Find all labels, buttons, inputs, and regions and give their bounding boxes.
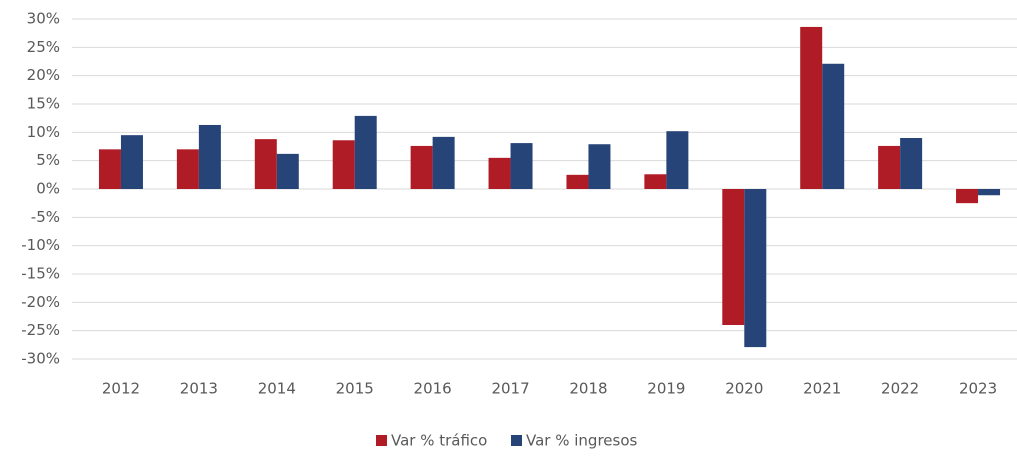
bar bbox=[332, 140, 355, 189]
bar bbox=[510, 143, 533, 189]
y-tick-label: -10% bbox=[21, 236, 60, 254]
y-tick-label: -15% bbox=[21, 265, 60, 283]
x-tick-label: 2021 bbox=[803, 380, 841, 398]
y-tick-label: -5% bbox=[31, 208, 60, 226]
y-tick-label: 15% bbox=[27, 95, 60, 113]
bar bbox=[956, 189, 979, 204]
bar bbox=[978, 189, 1001, 196]
bar bbox=[354, 115, 377, 189]
y-tick-label: -20% bbox=[21, 293, 60, 311]
y-tick-label: 10% bbox=[27, 123, 60, 141]
bar bbox=[566, 174, 589, 189]
bar bbox=[254, 139, 277, 189]
bar bbox=[276, 153, 299, 189]
x-tick-label: 2012 bbox=[102, 380, 140, 398]
bar bbox=[120, 135, 143, 189]
bar bbox=[432, 136, 455, 189]
legend-swatch bbox=[376, 435, 387, 446]
bar bbox=[900, 138, 923, 189]
bar bbox=[800, 26, 823, 189]
bar bbox=[878, 145, 901, 189]
bar bbox=[722, 189, 745, 325]
bar bbox=[588, 144, 611, 189]
x-tick-label: 2018 bbox=[569, 380, 607, 398]
y-tick-label: -25% bbox=[21, 321, 60, 339]
y-tick-label: 25% bbox=[27, 38, 60, 56]
bar bbox=[176, 149, 199, 189]
y-tick-label: 20% bbox=[27, 66, 60, 84]
bar bbox=[666, 131, 689, 189]
bar bbox=[488, 157, 511, 189]
legend-label: Var % tráfico bbox=[391, 432, 487, 450]
bar bbox=[744, 189, 767, 348]
x-tick-label: 2013 bbox=[180, 380, 218, 398]
bar bbox=[198, 124, 221, 189]
x-tick-label: 2023 bbox=[959, 380, 997, 398]
legend-swatch bbox=[511, 435, 522, 446]
legend-label: Var % ingresos bbox=[526, 432, 637, 450]
bar bbox=[410, 145, 433, 189]
bar bbox=[822, 63, 845, 190]
x-tick-label: 2017 bbox=[491, 380, 529, 398]
bar bbox=[644, 174, 667, 189]
y-tick-label: 0% bbox=[36, 180, 60, 198]
x-tick-label: 2015 bbox=[336, 380, 374, 398]
y-tick-label: 30% bbox=[27, 10, 60, 28]
x-tick-label: 2014 bbox=[258, 380, 296, 398]
bar bbox=[98, 149, 121, 189]
x-tick-label: 2019 bbox=[647, 380, 685, 398]
x-tick-label: 2022 bbox=[881, 380, 919, 398]
x-tick-label: 2020 bbox=[725, 380, 763, 398]
y-tick-label: 5% bbox=[36, 151, 60, 169]
x-tick-label: 2016 bbox=[414, 380, 452, 398]
y-tick-label: -30% bbox=[21, 350, 60, 368]
